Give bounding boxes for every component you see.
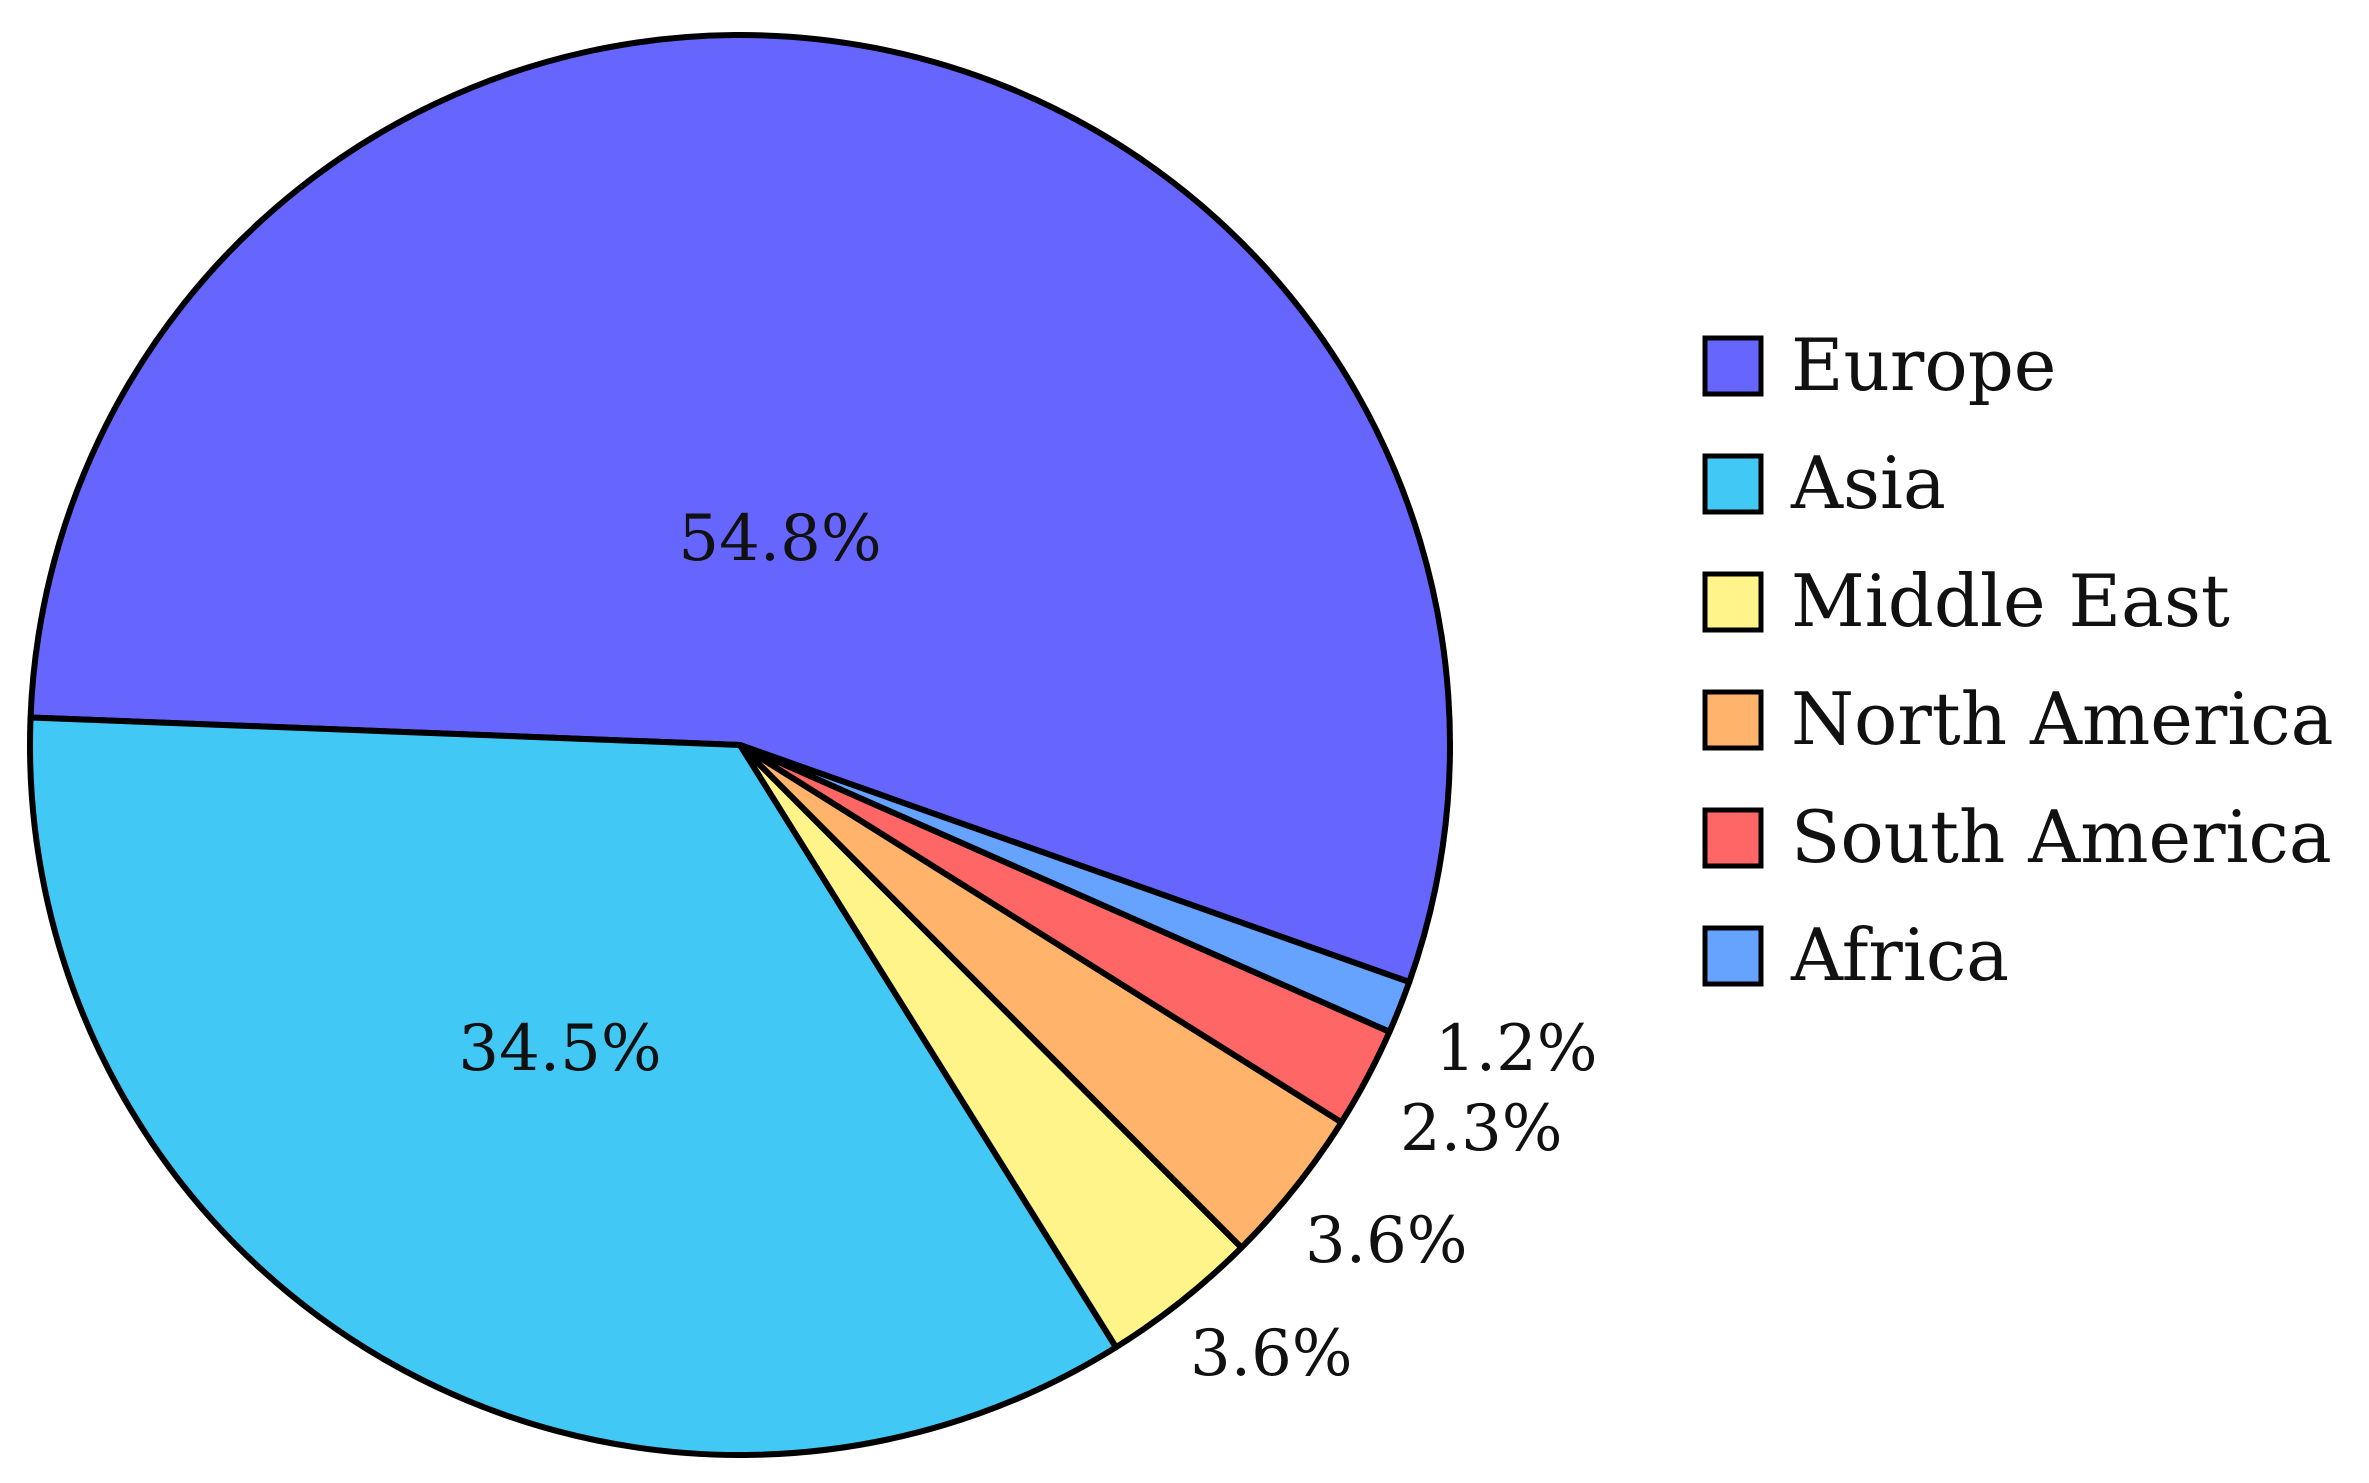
pie-label-europe: 54.8% <box>678 502 881 576</box>
legend-item-asia: Asia <box>1702 441 1946 525</box>
legend-swatch <box>1702 807 1764 869</box>
legend: Europe Asia Middle East North America South … <box>1702 323 2334 997</box>
legend-label: North America <box>1791 677 2334 761</box>
legend-item-europe: Europe <box>1702 323 2056 407</box>
pie-label-asia: 34.5% <box>458 1012 661 1086</box>
pie-label-north-america: 3.6% <box>1305 1204 1468 1278</box>
legend-item-north-america: North America <box>1702 677 2334 761</box>
legend-label: Europe <box>1791 323 2056 407</box>
pie-slice-europe <box>27 32 1453 985</box>
legend-swatch <box>1702 335 1764 397</box>
legend-item-africa: Africa <box>1702 913 2009 997</box>
pie-label-middle-east: 3.6% <box>1190 1317 1353 1391</box>
legend-label: South America <box>1791 795 2332 879</box>
pie-slice-asia <box>27 714 1120 1459</box>
legend-label: Africa <box>1790 913 2009 997</box>
legend-swatch <box>1702 925 1764 987</box>
pie-label-africa: 1.2% <box>1435 1012 1598 1086</box>
legend-swatch <box>1702 571 1764 633</box>
pie-label-south-america: 2.3% <box>1400 1092 1563 1166</box>
pie-slice-africa <box>737 742 1413 1035</box>
pie-slices <box>27 32 1453 1459</box>
pie-data-labels: 54.8% 34.5% 3.6% 3.6% 2.3%1.2% <box>458 502 1597 1391</box>
legend-label: Asia <box>1790 441 1946 525</box>
legend-swatch <box>1702 453 1764 515</box>
legend-item-south-america: South America <box>1702 795 2332 879</box>
legend-item-middle-east: Middle East <box>1702 559 2230 643</box>
legend-swatch <box>1702 689 1764 751</box>
legend-label: Middle East <box>1791 559 2230 643</box>
